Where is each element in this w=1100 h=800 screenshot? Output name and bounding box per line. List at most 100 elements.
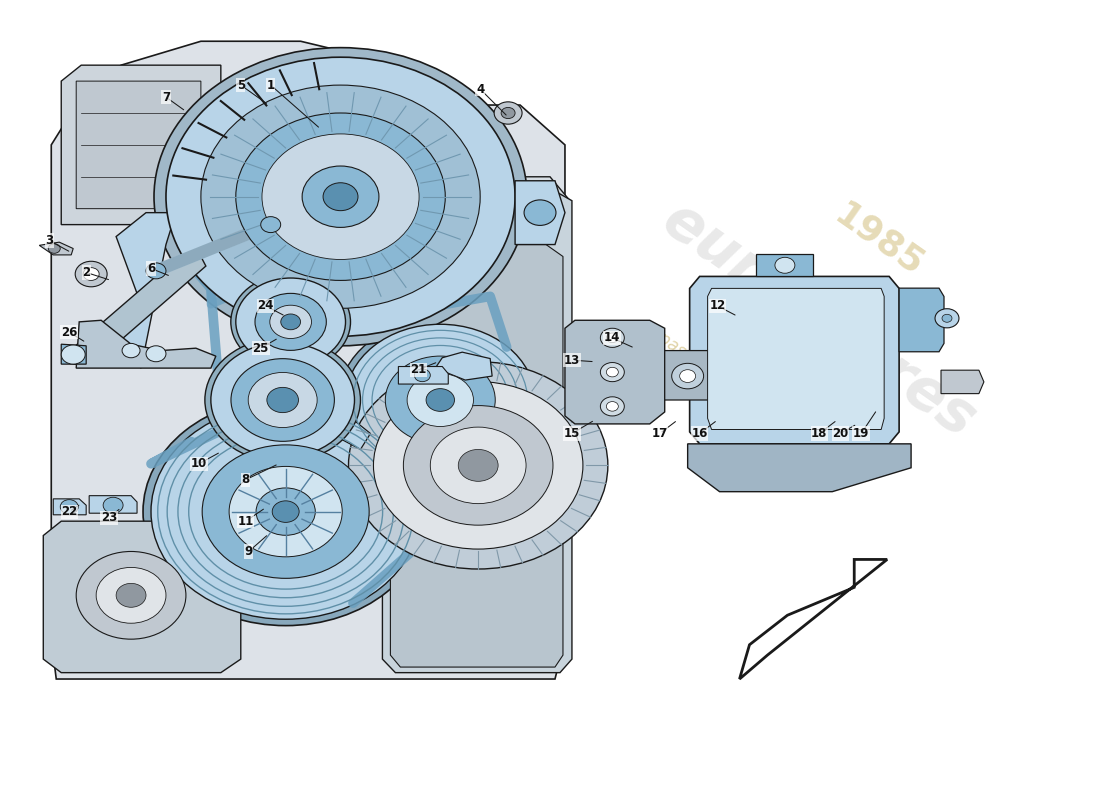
Text: a passion for parts since 1985: a passion for parts since 1985	[641, 321, 858, 479]
Circle shape	[202, 445, 370, 578]
Polygon shape	[398, 366, 449, 384]
Circle shape	[524, 200, 556, 226]
Circle shape	[323, 182, 358, 210]
Text: 7: 7	[162, 90, 170, 103]
Polygon shape	[276, 335, 371, 450]
Circle shape	[211, 342, 354, 458]
Polygon shape	[899, 288, 944, 352]
Polygon shape	[76, 320, 216, 368]
Text: 8: 8	[242, 474, 250, 486]
Circle shape	[404, 406, 553, 525]
Polygon shape	[688, 444, 911, 492]
Circle shape	[122, 343, 140, 358]
Circle shape	[75, 262, 107, 286]
Text: 24: 24	[257, 299, 274, 313]
Circle shape	[601, 362, 625, 382]
Circle shape	[154, 48, 527, 346]
Polygon shape	[739, 559, 887, 679]
Text: 11: 11	[238, 514, 254, 528]
Circle shape	[262, 134, 419, 259]
Circle shape	[60, 500, 78, 514]
Circle shape	[601, 397, 625, 416]
Text: 2: 2	[82, 266, 90, 279]
Circle shape	[339, 318, 542, 482]
Circle shape	[96, 567, 166, 623]
Circle shape	[205, 338, 361, 462]
Polygon shape	[89, 496, 138, 514]
Circle shape	[235, 278, 345, 366]
Circle shape	[261, 217, 280, 233]
Circle shape	[272, 501, 299, 522]
Circle shape	[255, 294, 327, 350]
Circle shape	[249, 373, 317, 427]
Text: 15: 15	[564, 427, 580, 440]
Polygon shape	[76, 81, 201, 209]
Text: 5: 5	[236, 78, 245, 91]
Circle shape	[231, 358, 334, 442]
Circle shape	[430, 427, 526, 504]
Text: 23: 23	[101, 511, 118, 525]
Text: 21: 21	[410, 363, 427, 376]
Polygon shape	[117, 213, 176, 368]
Polygon shape	[53, 499, 86, 515]
Circle shape	[146, 263, 166, 279]
Circle shape	[385, 356, 495, 444]
Circle shape	[774, 258, 795, 274]
Circle shape	[426, 389, 454, 411]
Text: 13: 13	[564, 354, 580, 366]
Text: 12: 12	[710, 299, 726, 313]
Polygon shape	[40, 242, 74, 255]
Circle shape	[680, 370, 695, 382]
Circle shape	[62, 345, 85, 364]
Text: 19: 19	[852, 427, 869, 440]
Circle shape	[606, 367, 618, 377]
Text: 3: 3	[45, 234, 53, 247]
Polygon shape	[436, 352, 492, 380]
Circle shape	[48, 244, 60, 254]
Text: 14: 14	[604, 331, 620, 344]
Polygon shape	[52, 42, 565, 679]
Circle shape	[143, 398, 428, 626]
Circle shape	[942, 314, 952, 322]
Polygon shape	[940, 370, 983, 394]
Circle shape	[349, 362, 608, 569]
Polygon shape	[565, 320, 664, 424]
Text: 17: 17	[651, 427, 668, 440]
Circle shape	[267, 387, 298, 413]
Circle shape	[672, 363, 704, 389]
Circle shape	[302, 166, 378, 227]
Polygon shape	[757, 254, 813, 277]
Text: eurospares: eurospares	[652, 191, 987, 450]
Circle shape	[201, 85, 481, 308]
Text: 18: 18	[811, 427, 827, 440]
Polygon shape	[515, 181, 565, 245]
Circle shape	[151, 404, 420, 619]
Circle shape	[146, 346, 166, 362]
Text: 22: 22	[62, 505, 77, 518]
Circle shape	[407, 374, 473, 426]
Circle shape	[459, 450, 498, 482]
Polygon shape	[62, 344, 86, 364]
Circle shape	[84, 268, 99, 281]
Circle shape	[117, 583, 146, 607]
Text: 16: 16	[692, 427, 707, 440]
Text: 4: 4	[476, 82, 484, 95]
Circle shape	[256, 488, 316, 535]
Polygon shape	[690, 277, 899, 444]
Circle shape	[103, 498, 123, 514]
Text: 9: 9	[244, 545, 253, 558]
Circle shape	[606, 333, 618, 342]
Polygon shape	[400, 177, 570, 559]
Text: 26: 26	[60, 326, 77, 338]
Polygon shape	[383, 191, 572, 673]
Circle shape	[373, 382, 583, 549]
Circle shape	[270, 306, 311, 338]
Circle shape	[606, 402, 618, 411]
Polygon shape	[62, 65, 221, 225]
Text: 25: 25	[253, 342, 268, 354]
Text: 6: 6	[147, 262, 155, 275]
Circle shape	[935, 309, 959, 328]
Circle shape	[76, 551, 186, 639]
Polygon shape	[390, 245, 563, 667]
Circle shape	[229, 466, 342, 557]
